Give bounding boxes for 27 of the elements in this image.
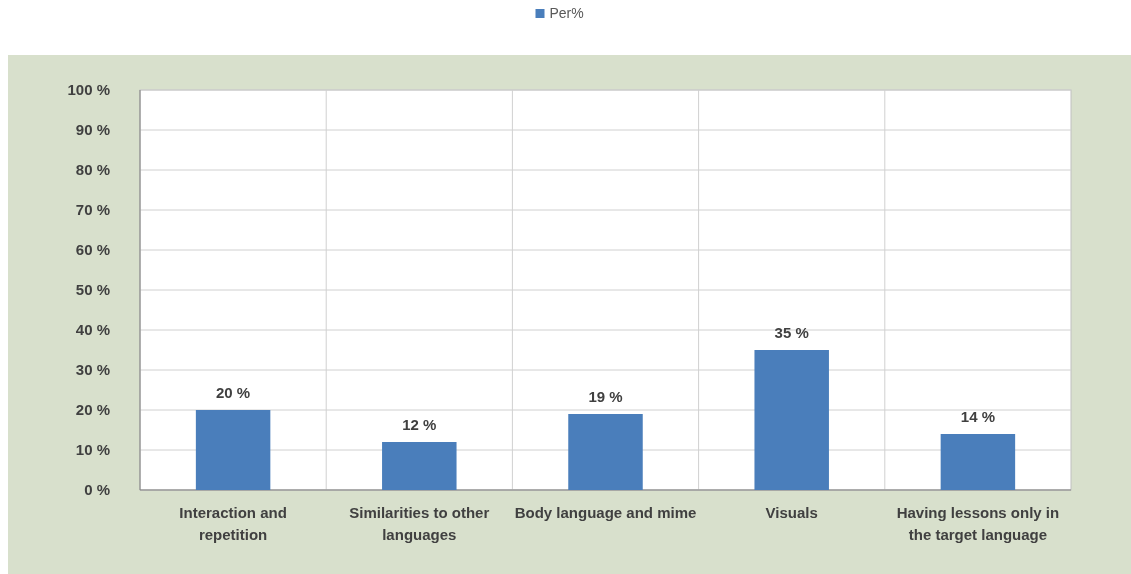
data-label: 14 % [960,408,995,425]
data-label: 12 % [402,416,437,433]
data-label: 19 % [588,388,623,405]
data-label: 35 % [774,324,809,341]
x-tick-label: Interaction and repetition [179,504,287,543]
x-tick-label: Body language and mime [514,504,697,521]
x-tick-label: Similarities to other languages [349,504,490,543]
x-tick-label: Having lessons only in the target language [896,504,1060,543]
y-tick-label: 70 % [75,201,110,219]
y-tick-label: 80 % [75,161,110,179]
y-tick-label: 0 % [84,481,110,499]
bar [568,414,643,490]
y-tick-label: 30 % [75,361,110,379]
legend-label: Per% [549,5,584,21]
y-tick-label: 10 % [75,441,110,459]
y-tick-label: 40 % [75,321,110,339]
bar [382,442,457,490]
y-tick-label: 100 % [67,81,110,99]
bar [940,434,1016,490]
x-tick-label: Visuals [765,504,818,521]
data-label: 20 % [216,384,251,401]
y-tick-label: 60 % [75,241,110,259]
y-tick-label: 90 % [75,121,110,139]
y-tick-label: 20 % [75,401,110,419]
bar [195,410,271,490]
bar [754,350,829,490]
y-tick-label: 50 % [75,281,110,299]
